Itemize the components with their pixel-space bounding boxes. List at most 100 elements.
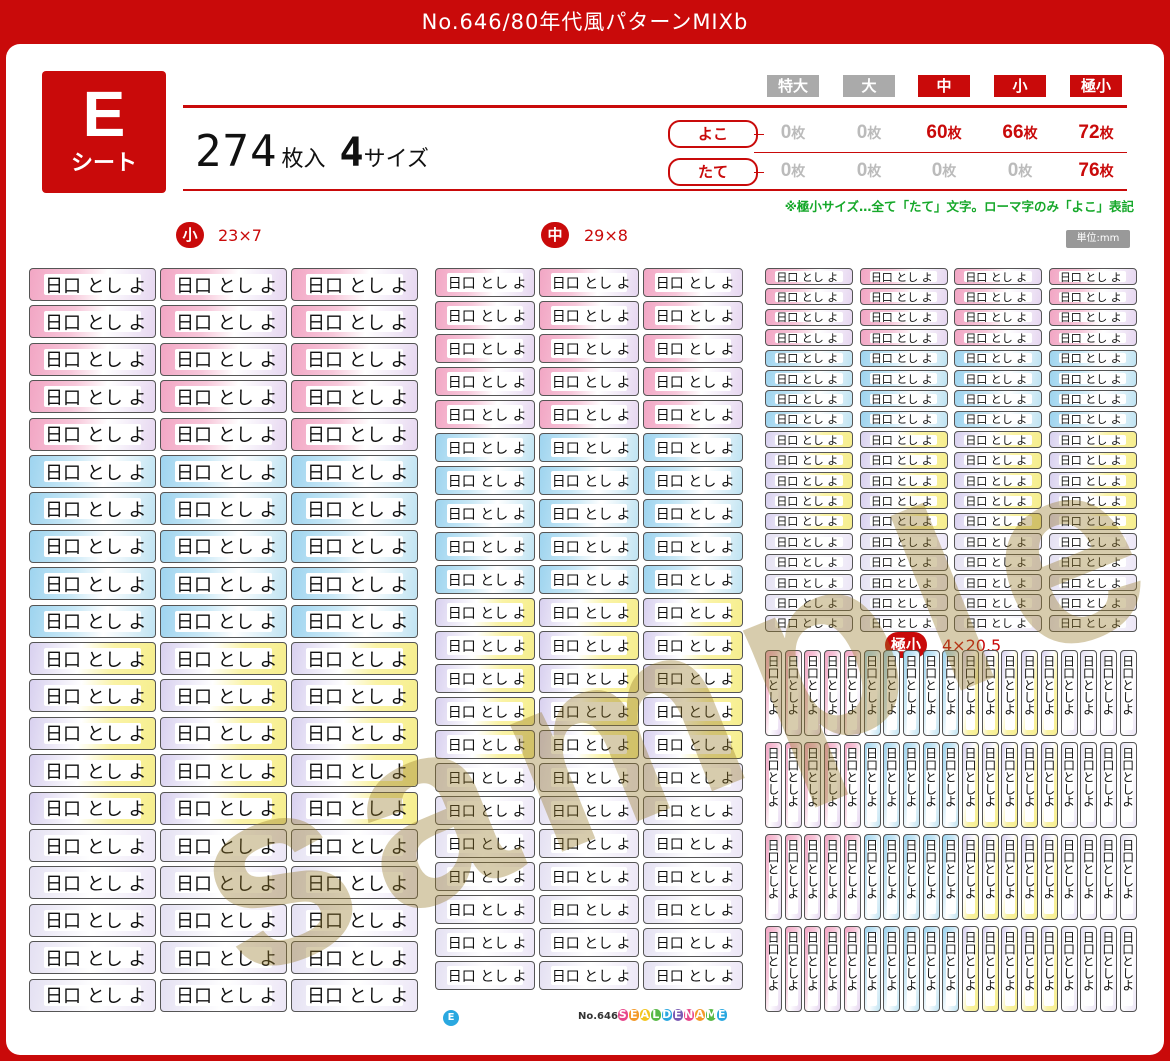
label-name-text: 日口 とし よ: [551, 473, 631, 490]
name-label: 日口 とし よ: [643, 334, 743, 363]
label-name-box: [808, 748, 818, 822]
label-name-text: 日口としよ: [844, 655, 859, 716]
count-cell: 60枚: [912, 122, 976, 144]
count-unit: 枚入: [281, 147, 326, 172]
count-unit: 枚: [1023, 125, 1038, 141]
label-name-box: [985, 748, 995, 822]
name-label: 日口 とし よ: [160, 305, 287, 339]
label-name-text: 日口としよ: [825, 931, 840, 992]
label-name-box: [827, 840, 838, 914]
label-name-box: [1058, 434, 1127, 445]
name-label: 日口 とし よ: [859, 451, 948, 469]
sizes-value: 4: [339, 130, 364, 176]
name-label: 日口 とし よ: [765, 472, 853, 489]
name-label: 日口 とし よ: [643, 730, 743, 759]
name-label: 日口としよ: [1119, 742, 1137, 828]
count-unit: 枚: [1099, 163, 1114, 179]
label-name-text: 日口としよ: [785, 839, 800, 900]
label-name-text: 日口 とし よ: [776, 311, 839, 325]
label-name-box: [775, 536, 843, 547]
label-name-box: [305, 610, 404, 632]
name-label: 日口 とし よ: [291, 642, 418, 675]
label-name-text: 日口としよ: [864, 747, 879, 808]
label-name-text: 日口 とし よ: [870, 311, 933, 325]
name-label: 日口 とし よ: [859, 410, 948, 428]
name-label: 日口 とし よ: [160, 492, 287, 526]
label-name-box: [43, 760, 142, 782]
logo-letter: E: [629, 1008, 639, 1021]
label-name-text: 日口 とし よ: [447, 968, 527, 985]
label-name-text: 日口 とし よ: [45, 425, 147, 447]
name-label: 日口 とし よ: [435, 697, 535, 726]
name-label: 日口 とし よ: [291, 305, 418, 339]
label-name-text: 日口 とし よ: [776, 515, 839, 529]
label-name-text: 日口 とし よ: [307, 387, 409, 409]
label-name-box: [174, 348, 273, 370]
count-number: 76: [1078, 160, 1100, 181]
label-name-box: [305, 573, 404, 595]
name-label: 日口 とし よ: [29, 903, 156, 937]
label-name-box: [43, 311, 142, 333]
label-name-text: 日口 とし よ: [776, 270, 839, 284]
label-name-text: 日口としよ: [1100, 839, 1115, 900]
label-name-text: 日口 とし よ: [176, 387, 278, 409]
label-name-text: 日口 とし よ: [870, 331, 933, 345]
label-name-box: [1058, 597, 1127, 608]
count-unit: 枚: [947, 125, 962, 141]
name-label: 日口 とし よ: [1048, 268, 1137, 285]
name-label: 日口としよ: [1001, 742, 1019, 828]
name-label: 日口 とし よ: [435, 499, 535, 528]
label-name-text: 日口としよ: [1081, 747, 1096, 808]
label-name-box: [305, 647, 404, 670]
label-name-text: 日口 とし よ: [551, 638, 631, 655]
label-name-box: [43, 947, 142, 969]
label-name-text: 日口としよ: [1061, 839, 1076, 900]
label-name-text: 日口 とし よ: [307, 724, 409, 746]
label-name-text: 日口 とし よ: [45, 761, 147, 783]
label-name-text: 日口 とし よ: [551, 440, 631, 457]
label-name-box: [305, 348, 404, 370]
label-name-box: [1058, 393, 1127, 404]
label-name-box: [446, 504, 524, 523]
label-name-box: [654, 306, 732, 325]
label-name-box: [964, 373, 1032, 384]
name-label: 日口 とし よ: [29, 305, 156, 339]
label-name-text: 日口 とし よ: [176, 911, 278, 933]
label-name-box: [869, 454, 938, 466]
label-name-box: [775, 516, 843, 527]
label-name-text: 日口 とし よ: [655, 374, 735, 391]
label-name-box: [808, 932, 818, 1006]
label-name-box: [654, 273, 732, 292]
name-label: 日口としよ: [1080, 650, 1098, 736]
label-name-box: [869, 332, 938, 343]
label-name-box: [869, 577, 938, 588]
name-label: 日口 とし よ: [954, 472, 1042, 489]
name-label: 日口 とし よ: [643, 301, 743, 330]
label-name-text: 日口 とし よ: [776, 596, 839, 610]
name-label: 日口としよ: [883, 742, 901, 828]
label-name-box: [550, 570, 628, 589]
name-label: 日口としよ: [1119, 650, 1137, 736]
count-cell: 0枚: [912, 160, 976, 182]
name-label: 日口 とし よ: [954, 574, 1042, 591]
name-label: 日口 とし よ: [435, 268, 535, 297]
label-name-box: [869, 536, 938, 547]
label-name-box: [550, 867, 628, 886]
name-label: 日口としよ: [1060, 834, 1078, 920]
name-label: 日口 とし よ: [765, 349, 853, 367]
label-name-text: 日口 とし よ: [307, 312, 409, 334]
label-name-box: [775, 475, 843, 486]
count-unit: 枚: [1099, 125, 1114, 141]
label-name-box: [869, 434, 938, 445]
label-name-box: [775, 332, 843, 343]
label-name-box: [43, 909, 142, 931]
name-label: 日口 とし よ: [859, 288, 948, 306]
name-label: 日口 とし よ: [1048, 431, 1137, 449]
name-label: 日口 とし よ: [765, 431, 853, 449]
name-label: 日口としよ: [1099, 834, 1117, 920]
label-name-text: 日口としよ: [963, 931, 977, 992]
label-name-text: 日口 とし よ: [176, 836, 278, 858]
label-name-box: [847, 656, 858, 730]
label-name-text: 日口としよ: [963, 747, 977, 808]
label-name-text: 日口 とし よ: [965, 413, 1028, 427]
